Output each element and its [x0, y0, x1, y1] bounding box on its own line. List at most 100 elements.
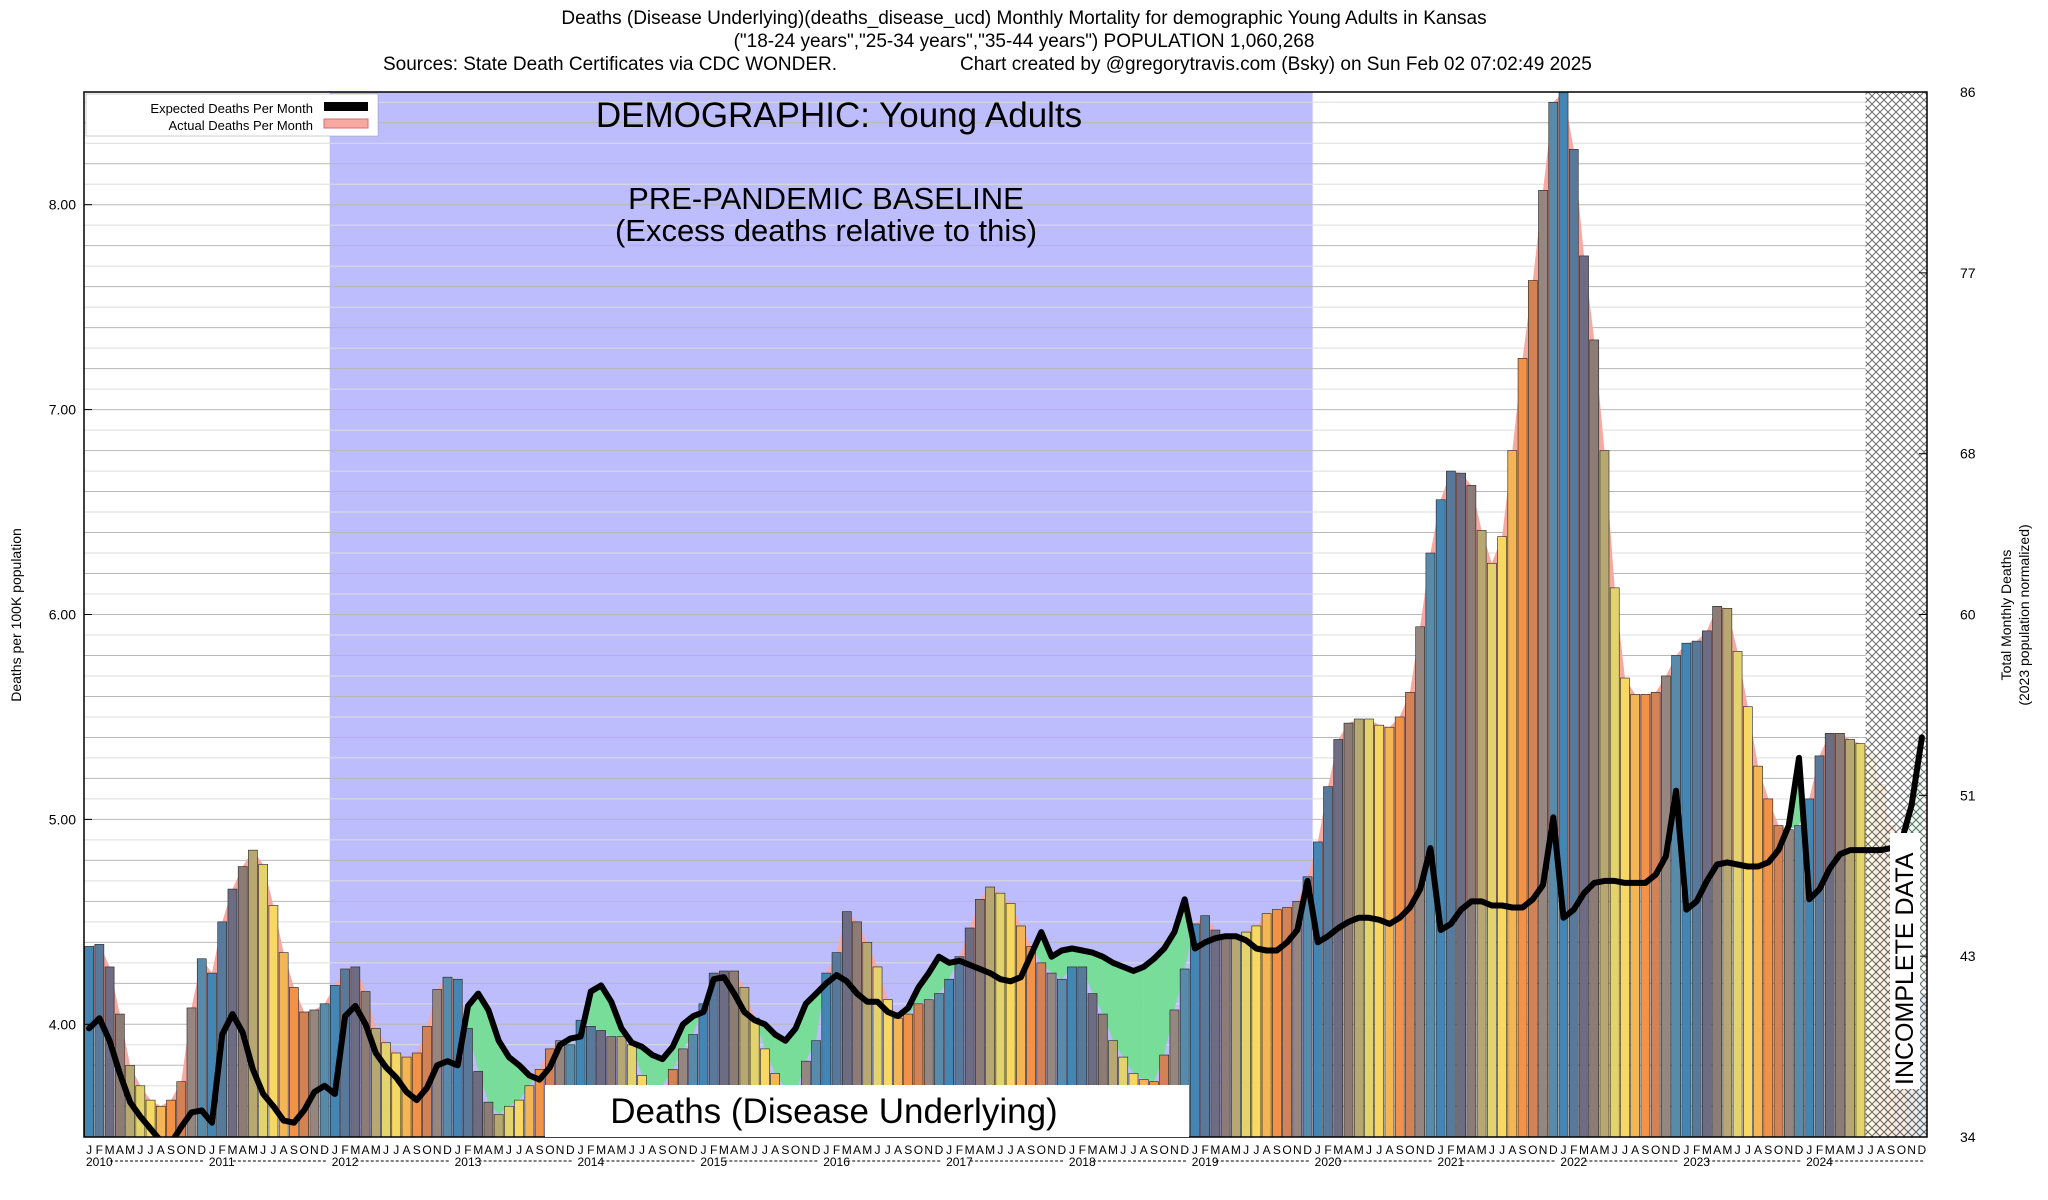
- x-month-label: F: [710, 1143, 717, 1157]
- x-month-label: J: [946, 1143, 952, 1157]
- x-month-label: O: [791, 1143, 800, 1157]
- x-month-label: J: [700, 1143, 706, 1157]
- data-bar: [1753, 765, 1763, 1137]
- x-month-label: J: [393, 1143, 399, 1157]
- data-bar: [1333, 739, 1344, 1137]
- x-month-label: N: [1170, 1143, 1179, 1157]
- data-bar: [882, 999, 893, 1137]
- x-year-label: 2019: [1192, 1155, 1219, 1169]
- x-month-label: F: [341, 1143, 348, 1157]
- deficit-area: [755, 1020, 765, 1049]
- data-bar: [1835, 733, 1845, 1137]
- x-month-label: M: [965, 1143, 975, 1157]
- x-month-label: A: [607, 1143, 615, 1157]
- x-month-label: M: [617, 1143, 627, 1157]
- data-bar: [923, 999, 934, 1137]
- data-bar: [1671, 655, 1681, 1137]
- x-month-label: A: [1140, 1143, 1148, 1157]
- data-bar: [1650, 692, 1661, 1137]
- x-month-label: A: [362, 1143, 370, 1157]
- x-month-label: F: [956, 1143, 963, 1157]
- data-bar: [1589, 339, 1600, 1137]
- x-month-label: J: [260, 1143, 266, 1157]
- x-month-label: N: [1907, 1143, 1916, 1157]
- x-month-label: D: [1795, 1143, 1804, 1157]
- x-month-label: A: [403, 1143, 411, 1157]
- data-bar: [483, 1101, 494, 1137]
- data-bar: [1353, 718, 1364, 1137]
- deficit-area: [1061, 948, 1073, 980]
- data-bar: [514, 1099, 524, 1137]
- x-month-label: N: [1047, 1143, 1056, 1157]
- data-bar: [1394, 716, 1405, 1137]
- data-bar: [1466, 485, 1477, 1137]
- x-month-label: F: [1570, 1143, 1577, 1157]
- x-month-label: F: [1447, 1143, 1454, 1157]
- x-month-label: M: [248, 1143, 258, 1157]
- x-month-label: J: [1438, 1143, 1444, 1157]
- x-month-label: A: [648, 1143, 656, 1157]
- x-month-label: J: [1376, 1143, 1382, 1157]
- x-month-label: D: [443, 1143, 452, 1157]
- x-month-label: O: [422, 1143, 431, 1157]
- deficit-area: [938, 956, 950, 994]
- data-bar: [319, 1003, 330, 1137]
- x-month-label: J: [209, 1143, 215, 1157]
- deficit-area: [1143, 958, 1154, 1082]
- deficit-area: [928, 956, 939, 1000]
- data-bar: [821, 972, 832, 1137]
- x-month-label: S: [1273, 1143, 1281, 1157]
- data-bar: [1640, 694, 1651, 1137]
- x-year-label: 2023: [1683, 1155, 1710, 1169]
- data-bar: [1272, 909, 1282, 1137]
- x-month-label: S: [1519, 1143, 1527, 1157]
- x-month-label: M: [1456, 1143, 1466, 1157]
- data-bar: [1773, 825, 1784, 1137]
- x-month-label: J: [1683, 1143, 1689, 1157]
- x-month-label: J: [1315, 1143, 1321, 1157]
- data-bar: [739, 987, 750, 1137]
- x-year-label: 2017: [946, 1155, 973, 1169]
- data-bar: [299, 1011, 309, 1137]
- x-month-label: M: [227, 1143, 237, 1157]
- data-bar: [719, 970, 729, 1137]
- x-month-label: D: [320, 1143, 329, 1157]
- x-month-label: J: [1857, 1143, 1863, 1157]
- x-month-label: N: [556, 1143, 565, 1157]
- data-bar: [1384, 726, 1395, 1137]
- y-axis-label: Deaths per 100K population: [8, 528, 24, 702]
- x-month-label: N: [924, 1143, 933, 1157]
- x-month-label: J: [137, 1143, 143, 1157]
- x-month-label: F: [96, 1143, 103, 1157]
- x-month-label: F: [833, 1143, 840, 1157]
- data-bar: [1845, 739, 1856, 1137]
- x-month-label: J: [875, 1143, 881, 1157]
- x-month-label: N: [1293, 1143, 1302, 1157]
- x-month-label: N: [802, 1143, 811, 1157]
- category-box: [545, 1085, 1189, 1137]
- data-bar: [1200, 915, 1210, 1137]
- y-tick-label: 8.00: [49, 197, 76, 213]
- data-bar: [207, 972, 217, 1137]
- x-month-label: M: [494, 1143, 504, 1157]
- data-bar: [1067, 966, 1077, 1137]
- data-bar: [841, 911, 852, 1137]
- x-month-label: A: [1344, 1143, 1352, 1157]
- x-month-label: M: [842, 1143, 852, 1157]
- deficit-area: [1164, 932, 1175, 1056]
- x-month-label: J: [506, 1143, 512, 1157]
- y2-tick-label: 34: [1960, 1129, 1976, 1145]
- x-month-label: J: [752, 1143, 758, 1157]
- x-year-label: 2016: [823, 1155, 850, 1169]
- data-bar: [84, 946, 94, 1137]
- expected-deaths-line: [86, 734, 1925, 1137]
- x-month-label: J: [383, 1143, 389, 1157]
- data-bar: [248, 849, 258, 1137]
- x-month-label: D: [566, 1143, 575, 1157]
- data-bar: [1732, 651, 1743, 1137]
- x-month-label: J: [762, 1143, 768, 1157]
- data-bar: [145, 1099, 156, 1137]
- x-month-label: J: [629, 1143, 635, 1157]
- data-bar: [278, 952, 289, 1137]
- x-month-label: S: [1150, 1143, 1158, 1157]
